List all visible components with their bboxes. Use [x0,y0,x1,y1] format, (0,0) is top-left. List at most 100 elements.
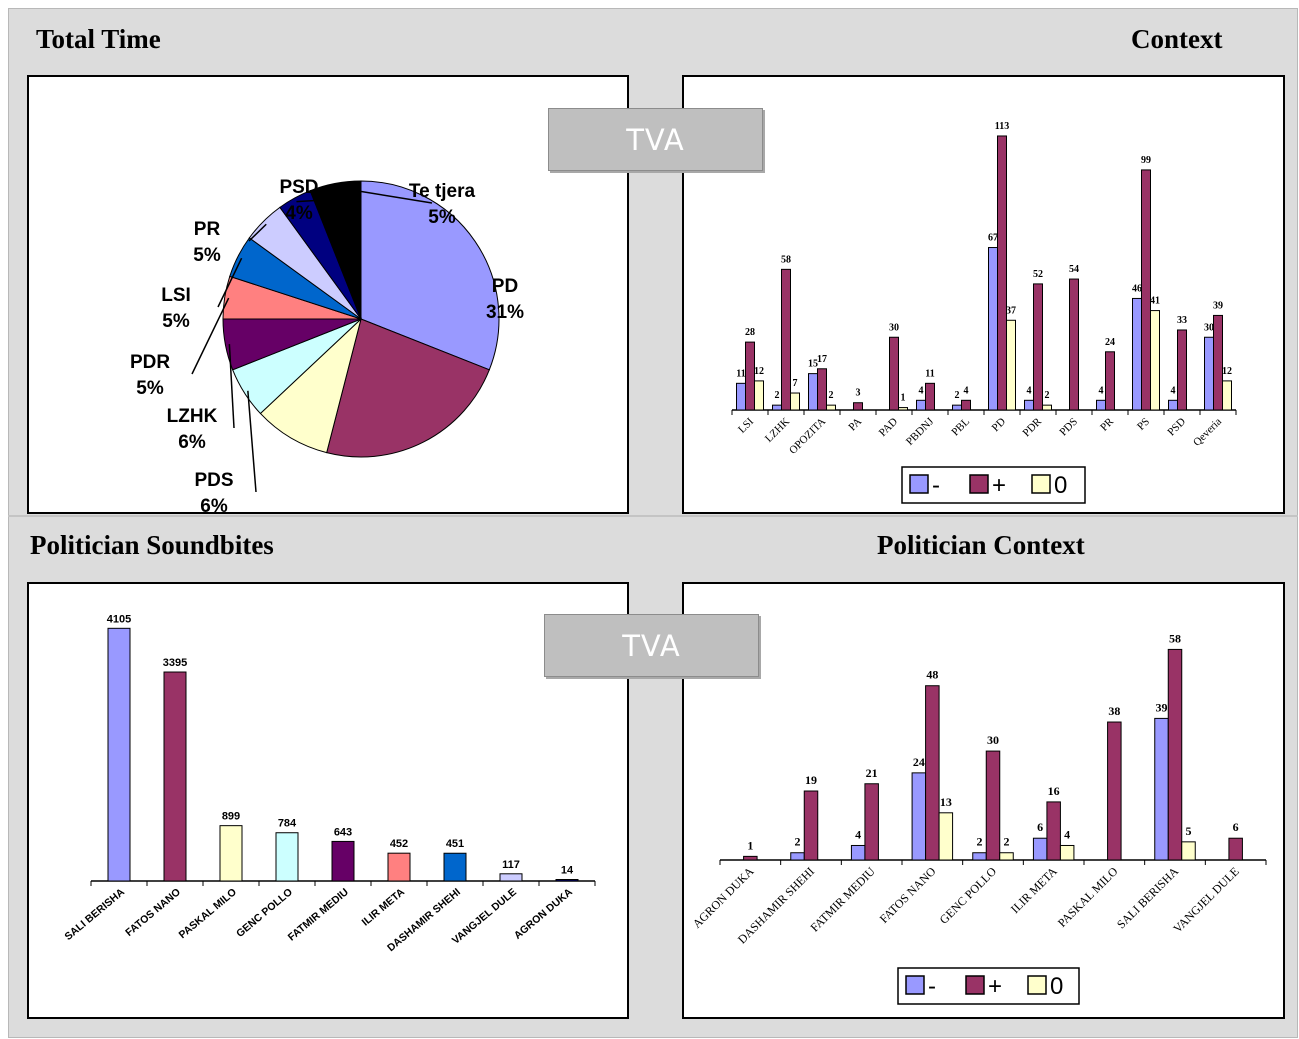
pie-slice-ps [326,318,490,458]
pie-label-pd: PD [492,276,518,297]
data-label-genc-pollo-series-0: 2 [977,835,983,849]
bar-ps-series-2 [1150,310,1160,411]
pie-label-psd: PSD [279,177,318,198]
bar-psd-series-0 [1168,399,1178,411]
bar-sali-berisha-series-2 [1181,841,1196,861]
bar-pd-series-0 [988,247,998,411]
data-label-pdr-series-2: 2 [1045,390,1050,401]
bar-pd-series-1 [997,135,1007,411]
data-label-pdr-series-1: 52 [1033,269,1043,280]
category-label-qeveria: Qeveria [1191,416,1224,449]
bar-genc-pollo-series-0 [972,852,987,861]
category-label-genc-pollo: GENC POLLO [937,864,1000,927]
legend-swatch-series-0 [905,975,925,995]
bar-pa-series-1 [853,402,863,411]
category-label-lsi: LSI [736,415,756,435]
pie-percent-lzhk: 6% [178,432,206,453]
data-label-ps-series-0: 46 [1132,283,1142,294]
bar-ilir-meta [387,852,411,882]
data-label-qeveria-series-0: 30 [1204,322,1214,333]
bar-fatmir-mediu-series-1 [864,783,879,861]
legend-label-series-2: 0 [1050,973,1063,1000]
data-label-sali-berisha-series-0: 39 [1156,700,1168,714]
pie-percent-te-tjera: 5% [428,207,456,228]
data-label-opozita-series-1: 17 [817,354,827,365]
bar-ilir-meta-series-0 [1032,837,1048,861]
data-label-pbl-series-0: 2 [955,390,960,401]
data-label-pbl-series-1: 4 [964,385,969,396]
bar-pdr-series-0 [1024,399,1034,411]
category-label-ps: PS [1135,416,1152,433]
category-label-agron-duka: AGRON DUKA [690,864,757,931]
pie-label-pds: PDS [194,470,233,491]
data-label-sali-berisha: 4105 [107,613,131,625]
bar-dashamir-shehi-series-1 [803,790,819,861]
data-label-pad-series-2: 1 [901,393,906,404]
legend-label-series-1: + [992,472,1006,499]
section-title-context: Context [1131,24,1223,54]
data-label-ps-series-2: 41 [1150,296,1160,307]
bar-vangjel-dule-series-1 [1228,837,1243,861]
context-chart-panel: 11 28 12 LSI 2 58 7 LZHK 15 17 2 OPOZITA 3 PA 30 1 PAD 4 1… [682,75,1285,514]
pie-label-lzhk: LZHK [167,406,218,427]
data-label-pd-series-1: 113 [995,121,1009,132]
bar-agron-duka-series-1 [743,855,758,861]
category-label-pds: PDS [1057,416,1080,439]
bar-genc-pollo-series-1 [985,750,1001,861]
pie-label-pdr: PDR [130,352,170,373]
category-label-pbl: PBL [949,415,972,438]
data-label-fatos-nano-series-1: 48 [926,668,938,682]
data-label-fatos-nano-series-0: 24 [913,755,925,769]
pie-label-te-tjera: Te tjera [409,181,476,202]
category-label-pad: PAD [877,416,900,439]
politician-context-chart-panel: 1 AGRON DUKA 2 19 DASHAMIR SHEHI 4 21 FATMIR ME… [682,582,1285,1019]
data-label-sali-berisha-series-1: 58 [1169,631,1181,645]
data-label-dashamir-shehi-series-0: 2 [795,835,801,849]
data-label-pbdnj-series-0: 4 [919,385,924,396]
pie-percent-pr: 5% [193,245,221,266]
legend-label-series-0: - [928,973,936,1000]
category-label-genc-pollo: GENC POLLO [234,886,295,940]
data-label-agron-duka-series-1: 1 [747,838,753,852]
bar-sali-berisha [107,627,131,882]
data-label-qeveria-series-1: 39 [1213,300,1223,311]
category-label-vangjel-dule: VANGJEL DULE [1170,864,1241,935]
data-label-vangjel-dule: 117 [502,859,520,871]
bar-pr-series-0 [1096,399,1106,411]
legend-label-series-0: - [932,472,940,499]
data-label-dashamir-shehi: 451 [446,838,464,850]
pie-slice-pd [360,180,500,371]
data-label-ilir-meta-series-2: 4 [1064,827,1070,841]
category-label-sali-berisha: SALI BERISHA [62,886,127,943]
data-label-ilir-meta: 452 [390,838,408,850]
data-label-lsi-series-1: 28 [745,327,755,338]
bar-sali-berisha-series-1 [1167,648,1183,861]
data-label-pbdnj-series-1: 11 [925,368,934,379]
data-label-ilir-meta-series-1: 16 [1048,784,1060,798]
legend-swatch-series-2 [1031,474,1051,494]
bar-vangjel-dule [499,873,523,882]
pie-label-pr: PR [194,219,221,240]
bar-genc-pollo [275,832,299,882]
data-label-qeveria-series-2: 12 [1222,366,1232,377]
data-label-psd-series-0: 4 [1171,385,1176,396]
bar-lzhk-series-1 [781,268,791,411]
data-label-genc-pollo: 784 [278,818,297,830]
category-label-pd: PD [990,416,1008,434]
bar-paskal-milo [219,825,243,882]
bar-psd-series-1 [1177,329,1187,411]
data-label-pr-series-1: 24 [1105,337,1115,348]
total-time-pie-chart: PD31%PS23%Qeveria9%PDS6%LZHK6%PDR5%LSI5%… [130,177,524,512]
data-label-vangjel-dule-series-1: 6 [1233,820,1239,834]
data-label-lzhk-series-0: 2 [775,390,780,401]
channel-badge-bottom: TVA [544,614,759,677]
pie-leader-line-pds [247,390,257,493]
data-label-fatos-nano: 3395 [163,657,187,669]
category-label-sali-berisha: SALI BERISHA [1114,864,1181,931]
data-label-opozita-series-0: 15 [808,359,818,370]
pie-percent-pds: 6% [200,496,228,512]
data-label-lzhk-series-2: 7 [793,378,798,389]
pie-percent-pdr: 5% [136,378,164,399]
legend-swatch-series-2 [1027,975,1047,995]
bar-paskal-milo-series-1 [1107,721,1122,861]
